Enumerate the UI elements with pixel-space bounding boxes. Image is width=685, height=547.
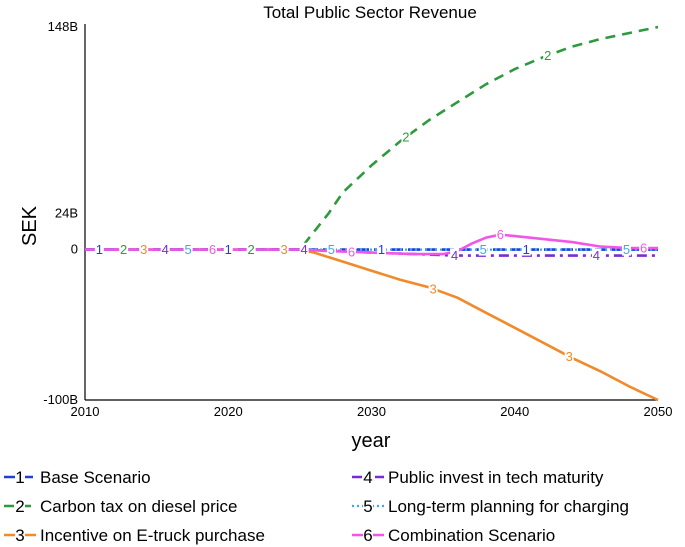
series-marker-label: 3 — [429, 281, 436, 296]
series-marker-bg — [346, 244, 356, 258]
series-marker-bg — [521, 242, 531, 256]
series-marker-bg — [639, 241, 649, 255]
x-tick-label: 2010 — [71, 404, 100, 419]
series-marker-bg — [591, 248, 601, 262]
legend-marker-label: 5 — [363, 497, 372, 516]
series-marker-bg — [401, 130, 411, 144]
legend-marker-bg — [363, 497, 373, 514]
axes — [84, 24, 658, 401]
legend: 1 Base Scenario 2 Carbon tax on diesel pric… — [4, 468, 629, 545]
legend-marker-label: 3 — [15, 526, 24, 545]
y-axis-title: SEK — [19, 205, 41, 246]
legend-item-4: 4 Public invest in tech maturity — [352, 468, 604, 487]
series-marker-label: 5 — [185, 242, 192, 257]
series-marker-label: 3 — [140, 242, 147, 257]
x-tick-labels: 2010 2020 2030 2040 2050 — [71, 404, 673, 419]
series-marker-label: 5 — [623, 242, 630, 257]
series-line-2 — [85, 25, 659, 251]
series-marker-label: 6 — [497, 227, 504, 242]
x-tick-label: 2050 — [644, 404, 673, 419]
series-marker-bg — [183, 242, 193, 256]
series-marker-bg — [246, 242, 256, 256]
series-marker-bg — [139, 242, 149, 256]
x-tick-label: 2030 — [357, 404, 386, 419]
legend-item-6: 6 Combination Scenario — [352, 526, 555, 545]
legend-item-1: 1 Base Scenario — [4, 468, 151, 487]
series-marker-bg — [119, 242, 129, 256]
series-marker-bg — [377, 242, 387, 256]
y-tick-label: -100B — [43, 392, 78, 407]
series-marker-label: 4 — [301, 242, 308, 257]
series-marker-label: 5 — [480, 242, 487, 257]
series-marker-label: 2 — [402, 130, 409, 145]
series-marker-bg — [279, 242, 289, 256]
series-marker-label: 6 — [640, 241, 647, 256]
legend-label: Incentive on E-truck purchase — [40, 526, 265, 545]
series-marker-label: 5 — [328, 242, 335, 257]
legend-marker-label: 4 — [363, 468, 372, 487]
series-marker-bg — [223, 242, 233, 256]
legend-label: Base Scenario — [40, 468, 151, 487]
series-marker-label: 3 — [281, 242, 288, 257]
series-marker-label: 3 — [566, 349, 573, 364]
x-tick-label: 2040 — [500, 404, 529, 419]
series-marker-bg — [160, 242, 170, 256]
series-marker-label: 1 — [96, 242, 103, 257]
series-marker-bg — [495, 227, 505, 241]
series-marker-label: 2 — [120, 242, 127, 257]
legend-marker-bg — [15, 497, 25, 514]
plot-lines — [85, 25, 659, 402]
legend-marker-label: 1 — [15, 468, 24, 487]
x-axis-title: year — [352, 430, 391, 452]
series-marker-label: 6 — [348, 244, 355, 259]
legend-item-3: 3 Incentive on E-truck purchase — [4, 526, 265, 545]
series-marker-bg — [543, 48, 553, 62]
series-marker-bg — [326, 242, 336, 256]
legend-label: Long-term planning for charging — [388, 497, 629, 516]
legend-label: Combination Scenario — [388, 526, 555, 545]
series-marker-bg — [621, 242, 631, 256]
legend-marker-label: 2 — [15, 497, 24, 516]
legend-marker-bg — [15, 468, 25, 485]
x-tick-label: 2020 — [214, 404, 243, 419]
series-marker-bg — [94, 242, 104, 256]
series-marker-label: 2 — [544, 48, 551, 63]
y-tick-label: 148B — [48, 19, 78, 34]
series-marker-label: 2 — [248, 242, 255, 257]
legend-item-2: 2 Carbon tax on diesel price — [4, 497, 238, 516]
series-marker-label: 4 — [593, 248, 600, 263]
legend-item-5: 5 Long-term planning for charging — [352, 497, 629, 516]
series-marker-label: 6 — [209, 242, 216, 257]
series-marker-label: 4 — [162, 242, 169, 257]
legend-marker-label: 6 — [363, 526, 372, 545]
series-marker-bg — [428, 281, 438, 295]
y-tick-label: 24B — [55, 206, 78, 221]
legend-marker-bg — [15, 526, 25, 543]
series-line-6 — [85, 233, 658, 256]
series-marker-label: 1 — [378, 242, 385, 257]
legend-marker-bg — [363, 468, 373, 485]
series-marker-bg — [450, 248, 460, 262]
series-marker-bg — [207, 242, 217, 256]
series-marker-label: 1 — [523, 242, 530, 257]
legend-label: Public invest in tech maturity — [388, 468, 604, 487]
series-line-3 — [85, 248, 659, 402]
series-marker-bg — [478, 242, 488, 256]
series-marker-bg — [299, 242, 309, 256]
series-marker-label: 4 — [451, 248, 458, 263]
series-marker-bg — [564, 349, 574, 363]
y-tick-labels: 148B 24B 0 -100B — [43, 19, 78, 407]
legend-label: Carbon tax on diesel price — [40, 497, 238, 516]
chart-title: Total Public Sector Revenue — [263, 3, 477, 22]
series-marker-label: 1 — [225, 242, 232, 257]
y-tick-label: 0 — [71, 242, 78, 257]
legend-marker-bg — [363, 526, 373, 543]
